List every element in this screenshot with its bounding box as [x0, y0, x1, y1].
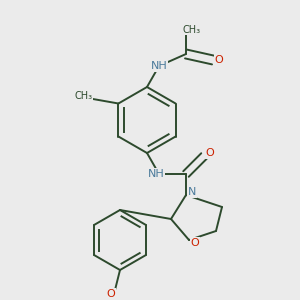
Text: O: O: [190, 238, 200, 248]
Text: CH₃: CH₃: [75, 91, 93, 101]
Text: O: O: [206, 148, 214, 158]
Text: NH: NH: [148, 169, 164, 179]
Text: CH₃: CH₃: [183, 25, 201, 35]
Text: O: O: [214, 55, 224, 65]
Text: NH: NH: [151, 61, 167, 71]
Text: N: N: [188, 187, 196, 197]
Text: O: O: [106, 289, 116, 299]
